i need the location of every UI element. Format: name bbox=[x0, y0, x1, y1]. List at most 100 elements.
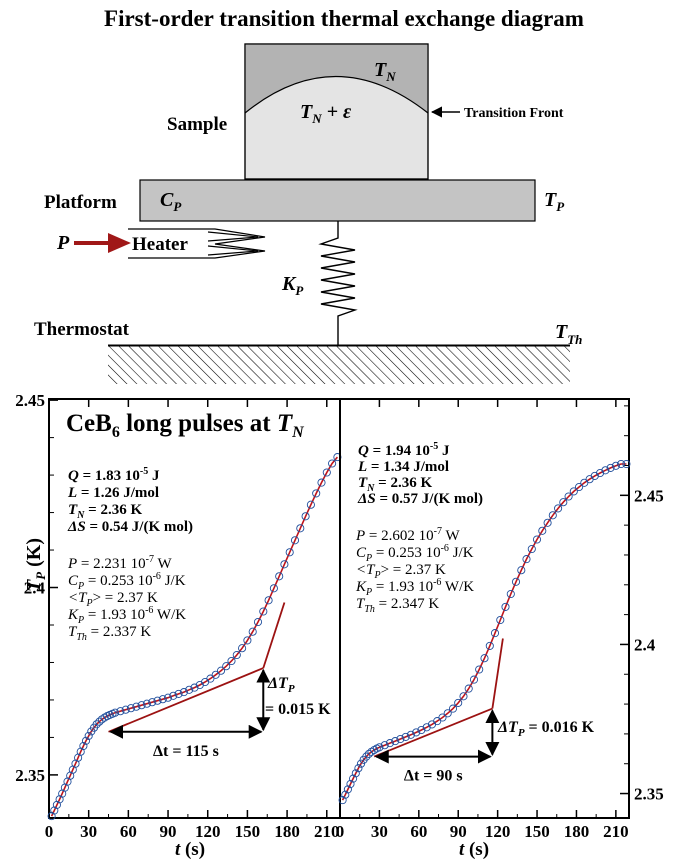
data-point-right-37 bbox=[496, 615, 505, 625]
x-tick-label-right-90: 90 bbox=[450, 822, 467, 841]
data-point-right-49 bbox=[559, 498, 568, 507]
data-point-left-52 bbox=[259, 607, 268, 616]
data-point-right-56 bbox=[596, 468, 605, 478]
data-point-left-35 bbox=[169, 691, 178, 700]
data-point-left-38 bbox=[185, 685, 194, 694]
plot-panel-left: 0 30 60 90 120 150 180 210 2.35 2.4 2.45 Δt = 115 s bbox=[15, 391, 342, 841]
x-tick-label-left-30: 30 bbox=[80, 822, 97, 841]
data-point-left-1 bbox=[50, 806, 59, 815]
left-bold-param-2: TN = 2.36 K bbox=[68, 502, 142, 521]
data-point-left-37 bbox=[179, 688, 188, 697]
right-bold-param-3: ΔS = 0.57 J/(K mol) bbox=[357, 491, 483, 507]
data-point-left-63 bbox=[317, 478, 326, 487]
data-point-left-36 bbox=[174, 689, 183, 698]
data-point-left-61 bbox=[306, 500, 315, 509]
data-point-left-26 bbox=[121, 705, 130, 714]
data-point-right-3 bbox=[346, 779, 355, 789]
y-tick-label-left-2: 2.45 bbox=[15, 391, 45, 410]
platform-block bbox=[139, 179, 536, 222]
data-point-left-64 bbox=[322, 468, 331, 477]
heater-element-inner bbox=[207, 231, 259, 242]
y-tick-label-left-0: 2.35 bbox=[15, 766, 45, 785]
x-tick-label-left-60: 60 bbox=[120, 822, 137, 841]
x-tick-label-right-120: 120 bbox=[485, 822, 511, 841]
right-bold-param-1: L = 1.34 J/mol bbox=[357, 459, 449, 475]
x-tick-label-right-210: 210 bbox=[603, 822, 629, 841]
data-point-right-32 bbox=[469, 675, 479, 684]
tangent-line-left-2 bbox=[262, 602, 286, 669]
data-point-right-19 bbox=[401, 732, 410, 741]
data-point-right-57 bbox=[601, 466, 610, 475]
data-point-right-58 bbox=[606, 463, 615, 472]
data-point-right-22 bbox=[417, 725, 426, 735]
data-point-left-65 bbox=[328, 459, 337, 468]
thermostat-temp-label: TTh bbox=[555, 321, 582, 347]
data-point-right-34 bbox=[480, 654, 489, 663]
data-point-right-40 bbox=[511, 577, 521, 586]
data-point-right-30 bbox=[459, 692, 468, 701]
delta-T-label-right: ΔTP = 0.016 K bbox=[497, 719, 595, 739]
fit-curve-right bbox=[341, 463, 627, 801]
data-point-left-44 bbox=[216, 666, 226, 675]
data-point-left-18 bbox=[95, 717, 104, 726]
data-point-right-46 bbox=[543, 518, 552, 527]
power-label: P bbox=[56, 232, 70, 254]
sample-outline bbox=[244, 43, 429, 180]
data-point-right-4 bbox=[349, 774, 358, 783]
data-point-left-58 bbox=[290, 536, 300, 545]
left-param-1: CP = 0.253 10-6 J/K bbox=[68, 571, 186, 592]
sample-label: Sample bbox=[167, 114, 227, 135]
x-tick-label-right-60: 60 bbox=[410, 822, 427, 841]
x-tick-label-left-150: 150 bbox=[235, 822, 261, 841]
x-tick-label-left-0: 0 bbox=[45, 822, 54, 841]
right-param-0: P = 2.602 10-7 W bbox=[355, 526, 460, 544]
data-point-left-46 bbox=[227, 656, 236, 666]
y-tick-label-right-0: 2.35 bbox=[634, 785, 664, 804]
data-point-left-57 bbox=[285, 548, 294, 557]
data-point-right-2 bbox=[343, 785, 352, 794]
data-point-right-61 bbox=[622, 459, 631, 469]
thermostat-label: Thermostat bbox=[34, 319, 130, 340]
left-param-2: <TP> = 2.37 K bbox=[68, 590, 158, 609]
plot-panel-right: 0 30 60 90 120 150 180 210 2.35 2.4 2.45 Δt = 90 s bbox=[336, 398, 664, 841]
plot-frame-right bbox=[339, 398, 630, 819]
data-point-right-33 bbox=[475, 665, 484, 674]
data-point-left-33 bbox=[158, 695, 167, 704]
data-point-left-14 bbox=[84, 731, 93, 740]
data-point-left-43 bbox=[211, 670, 220, 679]
data-point-right-17 bbox=[391, 737, 400, 746]
data-point-right-18 bbox=[396, 734, 405, 744]
data-point-right-15 bbox=[380, 741, 389, 750]
y-tick-label-right-2: 2.45 bbox=[634, 486, 664, 505]
data-point-right-50 bbox=[564, 492, 573, 501]
data-point-left-13 bbox=[81, 736, 91, 745]
y-tick-label-right-1: 2.4 bbox=[634, 635, 656, 654]
data-point-left-42 bbox=[206, 674, 215, 683]
plots: 0 30 60 90 120 150 180 210 2.35 2.4 2.45 Δt = 115 s… bbox=[15, 391, 664, 859]
delta-t-label-left: Δt = 115 s bbox=[153, 743, 219, 760]
right-param-4: TTh = 2.347 K bbox=[356, 596, 439, 615]
left-param-0: P = 2.231 10-7 W bbox=[67, 554, 172, 572]
data-point-right-35 bbox=[485, 641, 494, 650]
data-point-left-54 bbox=[269, 584, 278, 593]
data-point-left-32 bbox=[153, 696, 162, 705]
data-point-right-0 bbox=[338, 796, 347, 805]
data-point-right-9 bbox=[362, 752, 371, 761]
data-point-right-31 bbox=[464, 684, 473, 693]
sample-inner-label: TN + ε bbox=[300, 101, 352, 126]
data-point-right-6 bbox=[354, 764, 363, 773]
data-point-left-51 bbox=[253, 617, 263, 627]
data-point-right-1 bbox=[341, 790, 350, 799]
x-tick-label-right-180: 180 bbox=[564, 822, 590, 841]
right-bold-param-2: TN = 2.36 K bbox=[358, 475, 432, 494]
tangent-line-left-1 bbox=[108, 667, 264, 733]
tangent-line-right-2 bbox=[491, 638, 504, 709]
right-bold-param-0: Q = 1.94 10-5 J bbox=[358, 441, 450, 459]
data-point-right-51 bbox=[569, 487, 578, 496]
data-point-left-48 bbox=[238, 644, 247, 653]
sample-transformed-region bbox=[245, 44, 428, 113]
data-point-right-28 bbox=[448, 704, 458, 713]
tangent-line-right-1 bbox=[373, 707, 493, 758]
left-bold-param-1: L = 1.26 J/mol bbox=[67, 485, 159, 501]
